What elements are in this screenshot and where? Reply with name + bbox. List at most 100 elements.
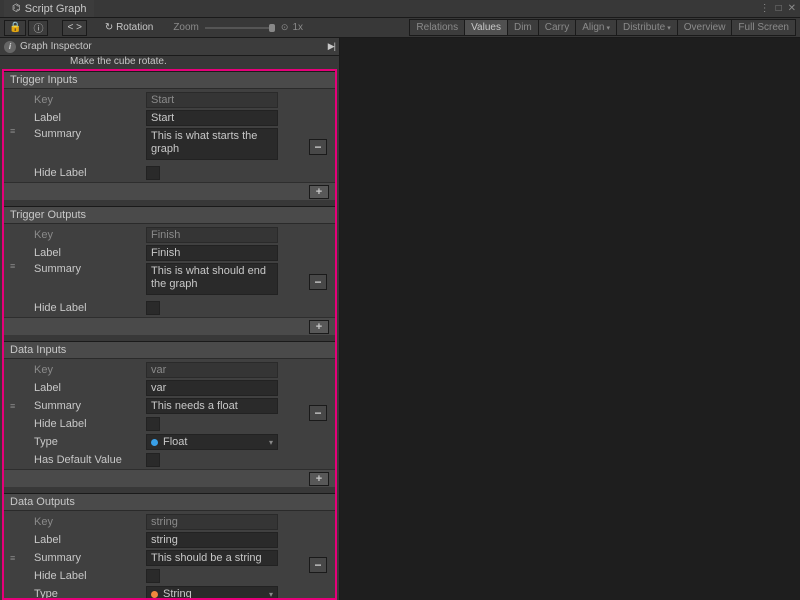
zoom-reset[interactable]: ⊙ — [281, 22, 289, 33]
section-trigger-inputs-footer: + — [4, 182, 335, 200]
hide-label-checkbox[interactable] — [146, 417, 160, 431]
lock-icon: 🔒 — [9, 22, 21, 33]
collapse-icon[interactable]: ▶| — [328, 41, 335, 52]
field-label-summary: Summary — [34, 552, 146, 564]
field-label-label: Label — [34, 112, 146, 124]
hide-label-checkbox[interactable] — [146, 301, 160, 315]
key-field: Finish — [146, 227, 278, 243]
add-button[interactable]: + — [309, 320, 329, 334]
section-trigger-inputs-header[interactable]: Trigger Inputs — [4, 71, 335, 89]
code-button[interactable]: < > — [62, 20, 86, 36]
reorder-grip-icon[interactable]: ≡ — [10, 128, 16, 134]
body: i Graph Inspector ▶| Make the cube rotat… — [0, 38, 800, 600]
field-label-label: Label — [34, 247, 146, 259]
window-tab[interactable]: ⌬ Script Graph — [4, 0, 94, 17]
tab-align[interactable]: Align▾ — [576, 19, 617, 36]
label-input[interactable] — [146, 110, 278, 126]
graph-canvas[interactable] — [340, 38, 800, 600]
type-dropdown[interactable]: Float ▾ — [146, 434, 278, 450]
reorder-grip-icon[interactable]: ≡ — [10, 555, 16, 561]
field-label-hide: Hide Label — [34, 418, 146, 430]
label-input[interactable] — [146, 532, 278, 548]
highlighted-region: Trigger Inputs − Key Start Label ≡ — [2, 69, 337, 600]
graph-icon: ⌬ — [12, 3, 21, 14]
field-label-hide: Hide Label — [34, 302, 146, 314]
summary-input[interactable] — [146, 550, 278, 566]
zoom-value: 1x — [292, 22, 303, 33]
summary-input[interactable] — [146, 398, 278, 414]
tab-distribute[interactable]: Distribute▾ — [617, 19, 678, 36]
field-label-type: Type — [34, 436, 146, 448]
graph-inspector-panel: i Graph Inspector ▶| Make the cube rotat… — [0, 38, 340, 600]
field-label-hide: Hide Label — [34, 570, 146, 582]
chevron-down-icon: ▾ — [606, 24, 610, 32]
section-data-inputs-header[interactable]: Data Inputs — [4, 341, 335, 359]
key-field: Start — [146, 92, 278, 108]
reorder-grip-icon[interactable]: ≡ — [10, 403, 16, 409]
window-close-icon[interactable]: ✕ — [788, 3, 796, 14]
summary-input[interactable] — [146, 128, 278, 160]
add-button[interactable]: + — [309, 472, 329, 486]
tab-values[interactable]: Values — [465, 19, 508, 36]
section-data-outputs-header[interactable]: Data Outputs — [4, 493, 335, 511]
titlebar: ⌬ Script Graph ⋮ □ ✕ — [0, 0, 800, 18]
reorder-grip-icon[interactable]: ≡ — [10, 263, 16, 269]
section-trigger-outputs-footer: + — [4, 317, 335, 335]
info-button[interactable]: ⓘ — [28, 20, 48, 36]
field-label-hide: Hide Label — [34, 167, 146, 179]
tab-fullscreen[interactable]: Full Screen — [732, 19, 796, 36]
rotation-label: ↻ Rotation — [101, 20, 157, 36]
section-trigger-outputs: − Key Finish Label ≡ Summary — [4, 224, 335, 317]
label-input[interactable] — [146, 245, 278, 261]
field-label-label: Label — [34, 382, 146, 394]
tab-dim[interactable]: Dim — [508, 19, 539, 36]
chevron-down-icon: ▾ — [269, 590, 273, 599]
lock-button[interactable]: 🔒 — [4, 20, 26, 36]
tab-overview[interactable]: Overview — [678, 19, 733, 36]
graph-description: Make the cube rotate. — [0, 56, 339, 69]
key-field: var — [146, 362, 278, 378]
type-value: Float — [163, 436, 187, 448]
field-label-key: Key — [34, 364, 146, 376]
summary-input[interactable] — [146, 263, 278, 295]
chevron-down-icon: ▾ — [667, 24, 671, 32]
window-more-icon[interactable]: ⋮ — [760, 3, 770, 14]
type-dropdown[interactable]: String ▾ — [146, 586, 278, 600]
field-label-key: Key — [34, 229, 146, 241]
zoom-label: Zoom — [173, 22, 199, 33]
section-data-outputs: − Key string Label ≡ Summary — [4, 511, 335, 600]
field-label-label: Label — [34, 534, 146, 546]
type-dot-icon — [151, 591, 158, 598]
has-default-checkbox[interactable] — [146, 453, 160, 467]
hide-label-checkbox[interactable] — [146, 569, 160, 583]
field-label-has-default: Has Default Value — [34, 454, 146, 466]
chevron-down-icon: ▾ — [269, 438, 273, 447]
label-input[interactable] — [146, 380, 278, 396]
toolbar: 🔒 ⓘ < > ↻ Rotation Zoom ⊙ 1x Relations V… — [0, 18, 800, 38]
add-button[interactable]: + — [309, 185, 329, 199]
window-title: Script Graph — [25, 3, 87, 15]
field-label-key: Key — [34, 94, 146, 106]
section-trigger-inputs: − Key Start Label ≡ Summary — [4, 89, 335, 182]
field-label-type: Type — [34, 588, 146, 600]
section-data-inputs-footer: + — [4, 469, 335, 487]
tab-carry[interactable]: Carry — [539, 19, 576, 36]
field-label-summary: Summary — [34, 128, 146, 140]
info-icon: ⓘ — [33, 20, 43, 35]
tab-relations[interactable]: Relations — [409, 19, 465, 36]
zoom-slider[interactable] — [205, 27, 275, 29]
inspector-title: Graph Inspector — [20, 41, 92, 52]
toolbar-tabs: Relations Values Dim Carry Align▾ Distri… — [409, 19, 796, 36]
inspector-header: i Graph Inspector ▶| — [0, 38, 339, 56]
field-label-summary: Summary — [34, 400, 146, 412]
hide-label-checkbox[interactable] — [146, 166, 160, 180]
key-field: string — [146, 514, 278, 530]
info-icon: i — [4, 41, 16, 53]
window-maximize-icon[interactable]: □ — [776, 3, 782, 14]
section-trigger-outputs-header[interactable]: Trigger Outputs — [4, 206, 335, 224]
field-label-summary: Summary — [34, 263, 146, 275]
script-graph-window: ⌬ Script Graph ⋮ □ ✕ 🔒 ⓘ < > ↻ Rotation … — [0, 0, 800, 600]
type-value: String — [163, 588, 192, 600]
section-data-inputs: − Key var Label ≡ Summary — [4, 359, 335, 469]
field-label-key: Key — [34, 516, 146, 528]
